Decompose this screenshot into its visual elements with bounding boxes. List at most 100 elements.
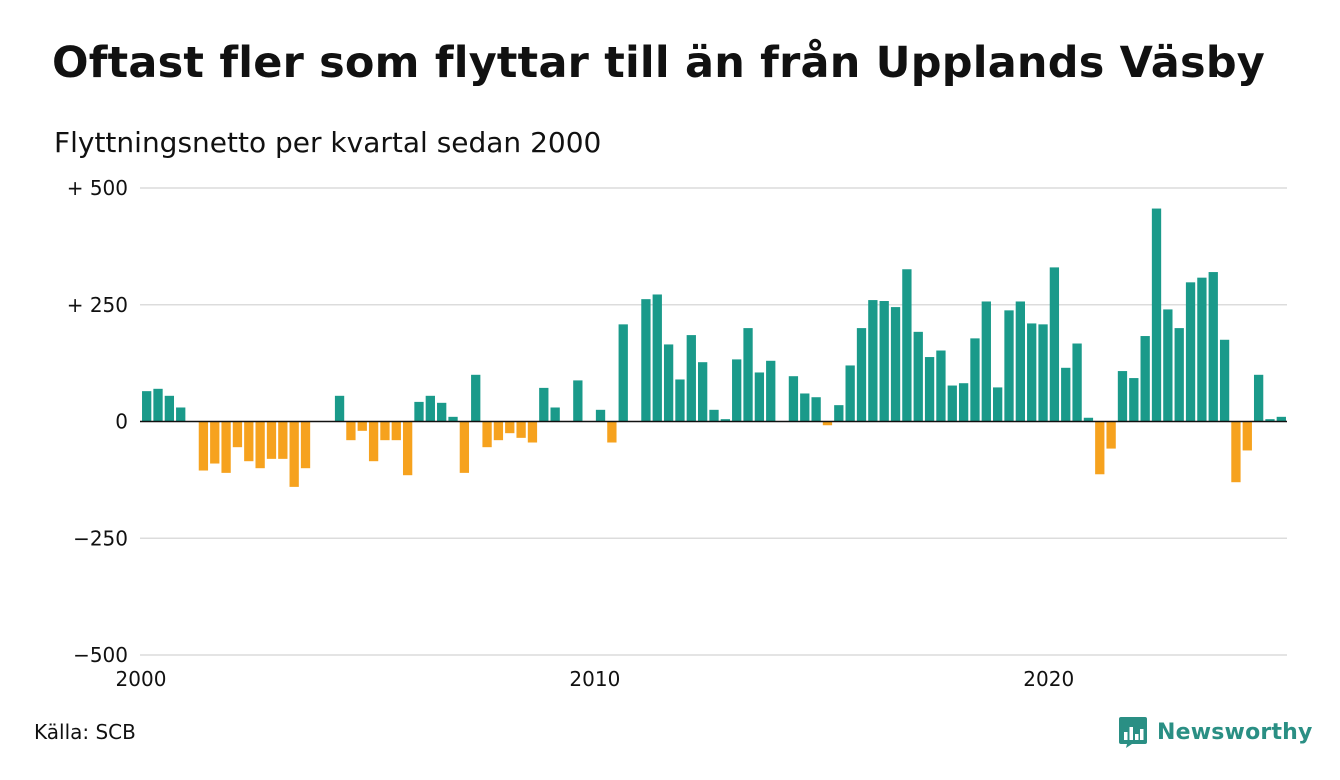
bar bbox=[618, 324, 628, 422]
newsworthy-logo: Newsworthy bbox=[1118, 714, 1313, 750]
bar bbox=[142, 391, 152, 422]
x-tick-label: 2010 bbox=[569, 667, 620, 691]
bar bbox=[641, 299, 651, 422]
bar bbox=[970, 338, 980, 422]
source-note: Källa: SCB bbox=[34, 720, 136, 744]
bar bbox=[902, 269, 912, 422]
bar bbox=[278, 421, 288, 459]
y-tick-label: −500 bbox=[73, 643, 128, 667]
bar bbox=[856, 328, 867, 422]
bar bbox=[1163, 309, 1173, 422]
bar bbox=[709, 409, 719, 422]
bar bbox=[516, 421, 526, 438]
bar bbox=[425, 395, 435, 422]
bar bbox=[743, 328, 753, 422]
bar-chart-badge-icon bbox=[1119, 717, 1147, 748]
bar bbox=[1061, 367, 1071, 422]
bar bbox=[459, 421, 470, 473]
bar bbox=[1004, 310, 1014, 422]
bar-series bbox=[140, 208, 1287, 487]
bar bbox=[936, 350, 946, 422]
x-axis-ticks: 2000 2010 2020 bbox=[116, 667, 1075, 691]
bar bbox=[539, 387, 549, 422]
bar bbox=[300, 421, 311, 469]
y-tick-label: −250 bbox=[73, 526, 128, 550]
bar bbox=[834, 405, 844, 422]
bar bbox=[1140, 336, 1150, 422]
bar bbox=[1027, 323, 1037, 422]
x-tick-label: 2000 bbox=[116, 667, 167, 691]
bar bbox=[958, 383, 969, 422]
bar bbox=[334, 395, 345, 422]
bar bbox=[1072, 343, 1082, 422]
bar bbox=[346, 421, 356, 441]
bar bbox=[1208, 272, 1218, 422]
grid-lines bbox=[140, 187, 1287, 656]
bar bbox=[879, 301, 889, 422]
y-axis-ticks: + 500 + 250 0 −250 −500 bbox=[67, 176, 128, 667]
bar bbox=[1242, 421, 1252, 451]
bar bbox=[232, 421, 243, 448]
bar bbox=[505, 421, 515, 434]
bar bbox=[1276, 416, 1286, 422]
bar bbox=[380, 421, 390, 441]
bar bbox=[198, 421, 209, 471]
bar bbox=[550, 407, 560, 422]
bar bbox=[414, 401, 424, 422]
bar bbox=[947, 385, 957, 422]
bar bbox=[913, 331, 923, 422]
bar bbox=[1265, 419, 1275, 422]
bar bbox=[1185, 282, 1196, 422]
bar bbox=[448, 416, 458, 422]
bar bbox=[1117, 371, 1128, 422]
bar bbox=[845, 365, 855, 422]
bar bbox=[164, 395, 175, 422]
bar bbox=[652, 294, 662, 422]
bar bbox=[471, 374, 481, 422]
bar bbox=[732, 359, 742, 422]
bar bbox=[266, 421, 277, 459]
bar bbox=[221, 421, 231, 473]
y-tick-label: 0 bbox=[115, 410, 128, 434]
bar bbox=[368, 421, 379, 462]
bar bbox=[255, 421, 265, 469]
chart-subtitle: Flyttningsnetto per kvartal sedan 2000 bbox=[54, 126, 602, 159]
chart-title: Oftast fler som flyttar till än från Upp… bbox=[52, 38, 1266, 88]
bar bbox=[1231, 421, 1241, 483]
bar bbox=[890, 307, 901, 422]
bar bbox=[1219, 339, 1230, 422]
bar bbox=[1049, 267, 1060, 422]
logo-text: Newsworthy bbox=[1157, 719, 1313, 745]
bar bbox=[754, 372, 765, 422]
bar bbox=[1106, 421, 1116, 449]
bar bbox=[210, 421, 220, 464]
bar bbox=[766, 360, 776, 422]
bar bbox=[1151, 208, 1162, 422]
bar bbox=[868, 300, 878, 422]
bar bbox=[527, 421, 538, 443]
bar bbox=[981, 301, 991, 422]
bar bbox=[1197, 277, 1207, 422]
bar bbox=[1253, 374, 1264, 422]
bar bbox=[811, 397, 821, 422]
bar bbox=[402, 421, 413, 476]
bar bbox=[357, 421, 367, 431]
bar bbox=[289, 421, 299, 487]
x-tick-label: 2020 bbox=[1023, 667, 1074, 691]
y-tick-label: + 250 bbox=[67, 293, 128, 317]
bar bbox=[924, 357, 935, 422]
bar bbox=[720, 419, 730, 422]
bar bbox=[437, 402, 447, 422]
bar bbox=[663, 344, 674, 422]
bar bbox=[1083, 417, 1094, 422]
bar bbox=[391, 421, 401, 441]
bar bbox=[595, 409, 606, 422]
bar-chart: + 500 + 250 0 −250 −500 2000 2010 2020 bbox=[67, 176, 1287, 691]
bar bbox=[1129, 378, 1139, 422]
bar bbox=[788, 376, 799, 422]
bar bbox=[1038, 324, 1048, 422]
bar bbox=[482, 421, 492, 448]
bar bbox=[573, 380, 583, 422]
bar bbox=[1015, 301, 1025, 422]
bar bbox=[176, 407, 186, 422]
